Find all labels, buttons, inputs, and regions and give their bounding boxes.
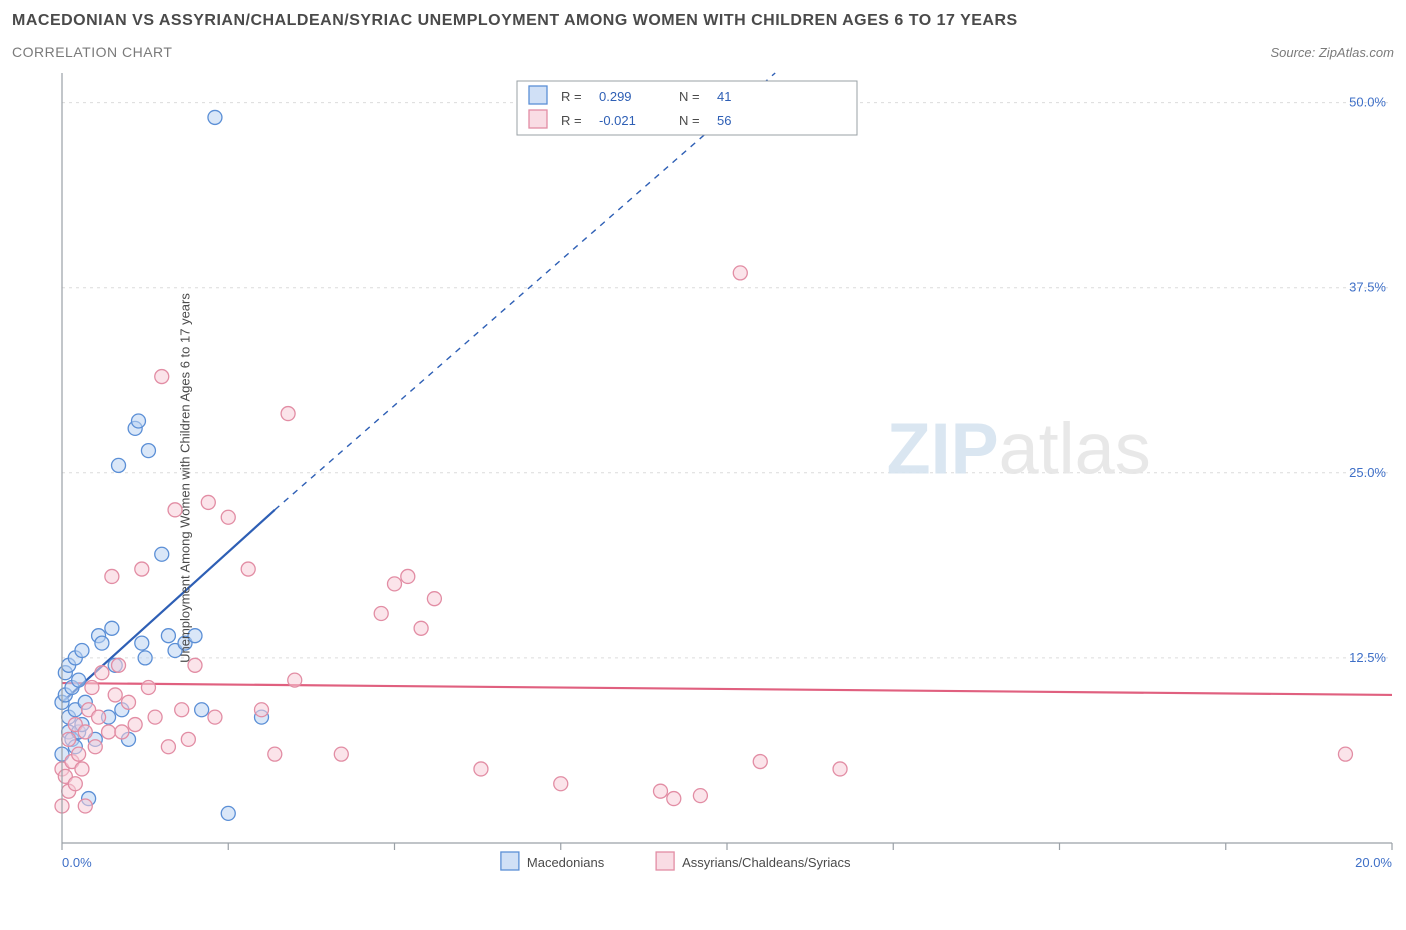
data-point xyxy=(334,747,348,761)
data-point xyxy=(78,725,92,739)
data-point xyxy=(833,762,847,776)
data-point xyxy=(554,777,568,791)
data-point xyxy=(62,732,76,746)
data-point xyxy=(208,110,222,124)
data-point xyxy=(78,799,92,813)
source-attribution: Source: ZipAtlas.com xyxy=(1270,45,1394,60)
data-point xyxy=(92,710,106,724)
data-point xyxy=(155,370,169,384)
legend-series-label: Assyrians/Chaldeans/Syriacs xyxy=(682,855,851,870)
trend-line-assyrians xyxy=(62,683,1392,695)
trend-line-macedonians xyxy=(62,510,275,702)
data-point xyxy=(241,562,255,576)
legend-n-label: N = xyxy=(679,89,700,104)
data-point xyxy=(693,789,707,803)
subtitle: CORRELATION CHART xyxy=(12,44,172,60)
data-point xyxy=(208,710,222,724)
data-point xyxy=(105,569,119,583)
data-point xyxy=(388,577,402,591)
y-tick-label: 12.5% xyxy=(1349,650,1386,665)
data-point xyxy=(75,762,89,776)
data-point xyxy=(474,762,488,776)
legend-series-label: Macedonians xyxy=(527,855,605,870)
data-point xyxy=(128,718,142,732)
chart-container: Unemployment Among Women with Children A… xyxy=(12,68,1394,888)
source-prefix: Source: xyxy=(1270,45,1318,60)
data-point xyxy=(102,725,116,739)
data-point xyxy=(195,703,209,717)
data-point xyxy=(221,806,235,820)
data-point xyxy=(131,414,145,428)
legend-n-value: 56 xyxy=(717,113,731,128)
watermark: ZIPatlas xyxy=(887,409,1151,489)
data-point xyxy=(88,740,102,754)
data-point xyxy=(401,569,415,583)
page-title: MACEDONIAN VS ASSYRIAN/CHALDEAN/SYRIAC U… xyxy=(12,12,1394,30)
data-point xyxy=(181,732,195,746)
data-point xyxy=(72,747,86,761)
y-tick-label: 37.5% xyxy=(1349,280,1386,295)
trend-line-macedonians-dashed xyxy=(275,73,775,510)
data-point xyxy=(85,681,99,695)
subtitle-row: CORRELATION CHART Source: ZipAtlas.com xyxy=(12,44,1394,60)
data-point xyxy=(108,688,122,702)
data-point xyxy=(374,606,388,620)
data-point xyxy=(268,747,282,761)
legend-swatch xyxy=(656,852,674,870)
data-point xyxy=(122,695,136,709)
data-point xyxy=(141,444,155,458)
data-point xyxy=(75,644,89,658)
data-point xyxy=(148,710,162,724)
data-point xyxy=(135,636,149,650)
data-point xyxy=(105,621,119,635)
x-tick-label: 0.0% xyxy=(62,855,92,870)
data-point xyxy=(112,458,126,472)
data-point xyxy=(175,703,189,717)
data-point xyxy=(141,681,155,695)
data-point xyxy=(221,510,235,524)
data-point xyxy=(112,658,126,672)
data-point xyxy=(161,629,175,643)
data-point xyxy=(414,621,428,635)
data-point xyxy=(288,673,302,687)
data-point xyxy=(427,592,441,606)
legend-r-value: 0.299 xyxy=(599,89,632,104)
legend-r-label: R = xyxy=(561,113,582,128)
scatter-chart: 12.5% 25.0% 37.5% 50.0% ZIPatlas 0.0% 20.0% R =… xyxy=(12,68,1394,913)
data-point xyxy=(95,636,109,650)
x-tick-label: 20.0% xyxy=(1355,855,1392,870)
data-point xyxy=(138,651,152,665)
correlation-legend: R = 0.299 N = 41 R = -0.021 N = 56 xyxy=(517,81,857,135)
legend-r-label: R = xyxy=(561,89,582,104)
legend-n-label: N = xyxy=(679,113,700,128)
legend-n-value: 41 xyxy=(717,89,731,104)
data-point xyxy=(1338,747,1352,761)
data-point xyxy=(255,703,269,717)
data-point xyxy=(115,725,129,739)
data-point xyxy=(654,784,668,798)
data-point xyxy=(135,562,149,576)
data-point xyxy=(72,673,86,687)
data-point xyxy=(95,666,109,680)
data-point xyxy=(281,407,295,421)
data-point xyxy=(68,777,82,791)
data-point xyxy=(733,266,747,280)
y-axis-label: Unemployment Among Women with Children A… xyxy=(177,293,192,663)
series-legend: Macedonians Assyrians/Chaldeans/Syriacs xyxy=(501,852,851,870)
legend-swatch xyxy=(501,852,519,870)
y-tick-label: 50.0% xyxy=(1349,95,1386,110)
data-point xyxy=(155,547,169,561)
source-name: ZipAtlas.com xyxy=(1319,45,1394,60)
legend-r-value: -0.021 xyxy=(599,113,636,128)
data-point xyxy=(201,495,215,509)
data-point xyxy=(667,792,681,806)
data-point xyxy=(161,740,175,754)
y-tick-label: 25.0% xyxy=(1349,465,1386,480)
data-point xyxy=(753,755,767,769)
